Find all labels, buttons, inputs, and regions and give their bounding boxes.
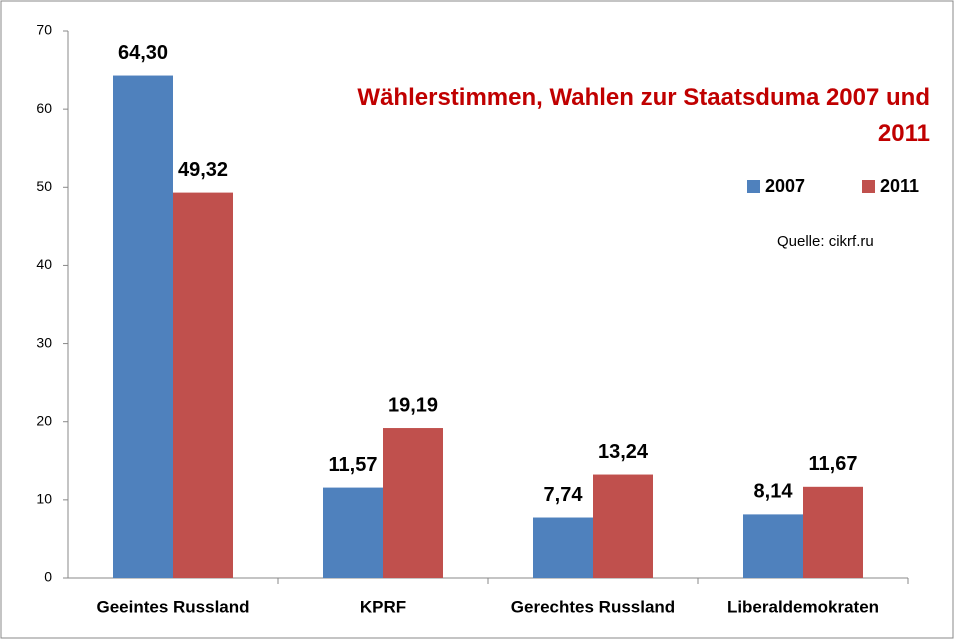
y-tick-label: 70 [36, 22, 52, 38]
bar [533, 517, 593, 578]
legend-label: 2011 [880, 176, 919, 196]
legend-label: 2007 [765, 176, 805, 196]
chart-title: Wählerstimmen, Wahlen zur Staatsduma 200… [357, 84, 930, 147]
y-tick-label: 60 [36, 100, 52, 116]
bar [803, 486, 863, 578]
x-tick-label: Geeintes Russland [96, 597, 249, 616]
value-label: 64,30 [118, 42, 168, 64]
value-label: 8,14 [754, 481, 794, 503]
value-label: 11,67 [809, 453, 858, 475]
bar [173, 192, 233, 578]
x-tick-label: Gerechtes Russland [511, 597, 675, 616]
legend-swatch [862, 180, 875, 193]
y-tick-label: 0 [44, 569, 52, 585]
legend-swatch [747, 180, 760, 193]
value-label: 19,19 [388, 394, 438, 416]
bar [113, 75, 173, 578]
y-tick-label: 20 [36, 412, 52, 428]
value-label: 11,57 [329, 454, 378, 476]
x-tick-label: KPRF [360, 597, 406, 616]
value-label: 49,32 [178, 159, 228, 181]
value-label: 7,74 [544, 484, 584, 506]
bar [323, 487, 383, 578]
y-tick-label: 10 [36, 491, 52, 507]
y-tick-label: 30 [36, 334, 52, 350]
source-note: Quelle: cikrf.ru [777, 233, 874, 250]
x-tick-label: Liberaldemokraten [727, 597, 879, 616]
bar [383, 428, 443, 578]
value-label: 13,24 [598, 441, 649, 463]
y-tick-label: 40 [36, 256, 52, 272]
bar [593, 474, 653, 578]
bar [743, 514, 803, 578]
y-tick-label: 50 [36, 178, 52, 194]
